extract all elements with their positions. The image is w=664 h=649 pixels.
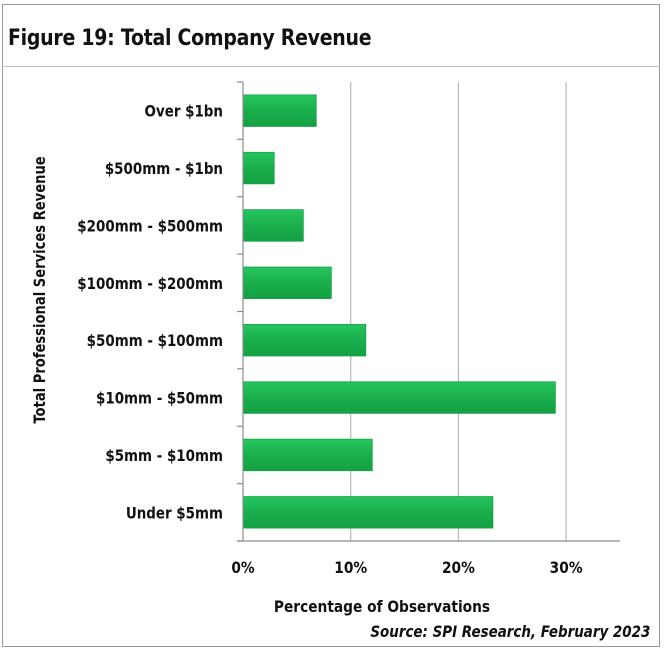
x-tick-label: 0% [231,558,254,577]
category-label: $50mm - $100mm [87,332,223,350]
y-axis-title: Total Professional Services Revenue [31,156,50,423]
category-label: Under $5mm [126,504,223,522]
x-tick-label: 30% [550,558,583,577]
bar [242,266,332,299]
labels: Percentage of Observations Total Profess… [31,103,583,617]
bar [242,438,373,472]
bars [242,94,556,529]
x-axis-title: Percentage of Observations [274,597,490,616]
bar [242,496,494,529]
x-tick-label: 10% [334,558,367,577]
category-label: Over $1bn [145,103,223,121]
category-label: $5mm - $10mm [105,447,223,465]
category-label: $500mm - $1bn [105,160,223,178]
bar [242,209,304,242]
bar [242,94,317,127]
category-label: $10mm - $50mm [96,389,223,407]
axes [237,81,620,542]
bar [242,151,275,185]
source-note: Source: SPI Research, February 2023 [370,622,650,641]
title-divider [2,66,660,67]
x-tick-label: 20% [442,558,475,577]
bar [242,324,367,357]
bar [242,381,556,414]
category-label: $100mm - $200mm [77,275,223,293]
category-label: $200mm - $500mm [77,217,223,235]
gridlines [350,82,567,541]
figure-title: Figure 19: Total Company Revenue [8,26,372,51]
